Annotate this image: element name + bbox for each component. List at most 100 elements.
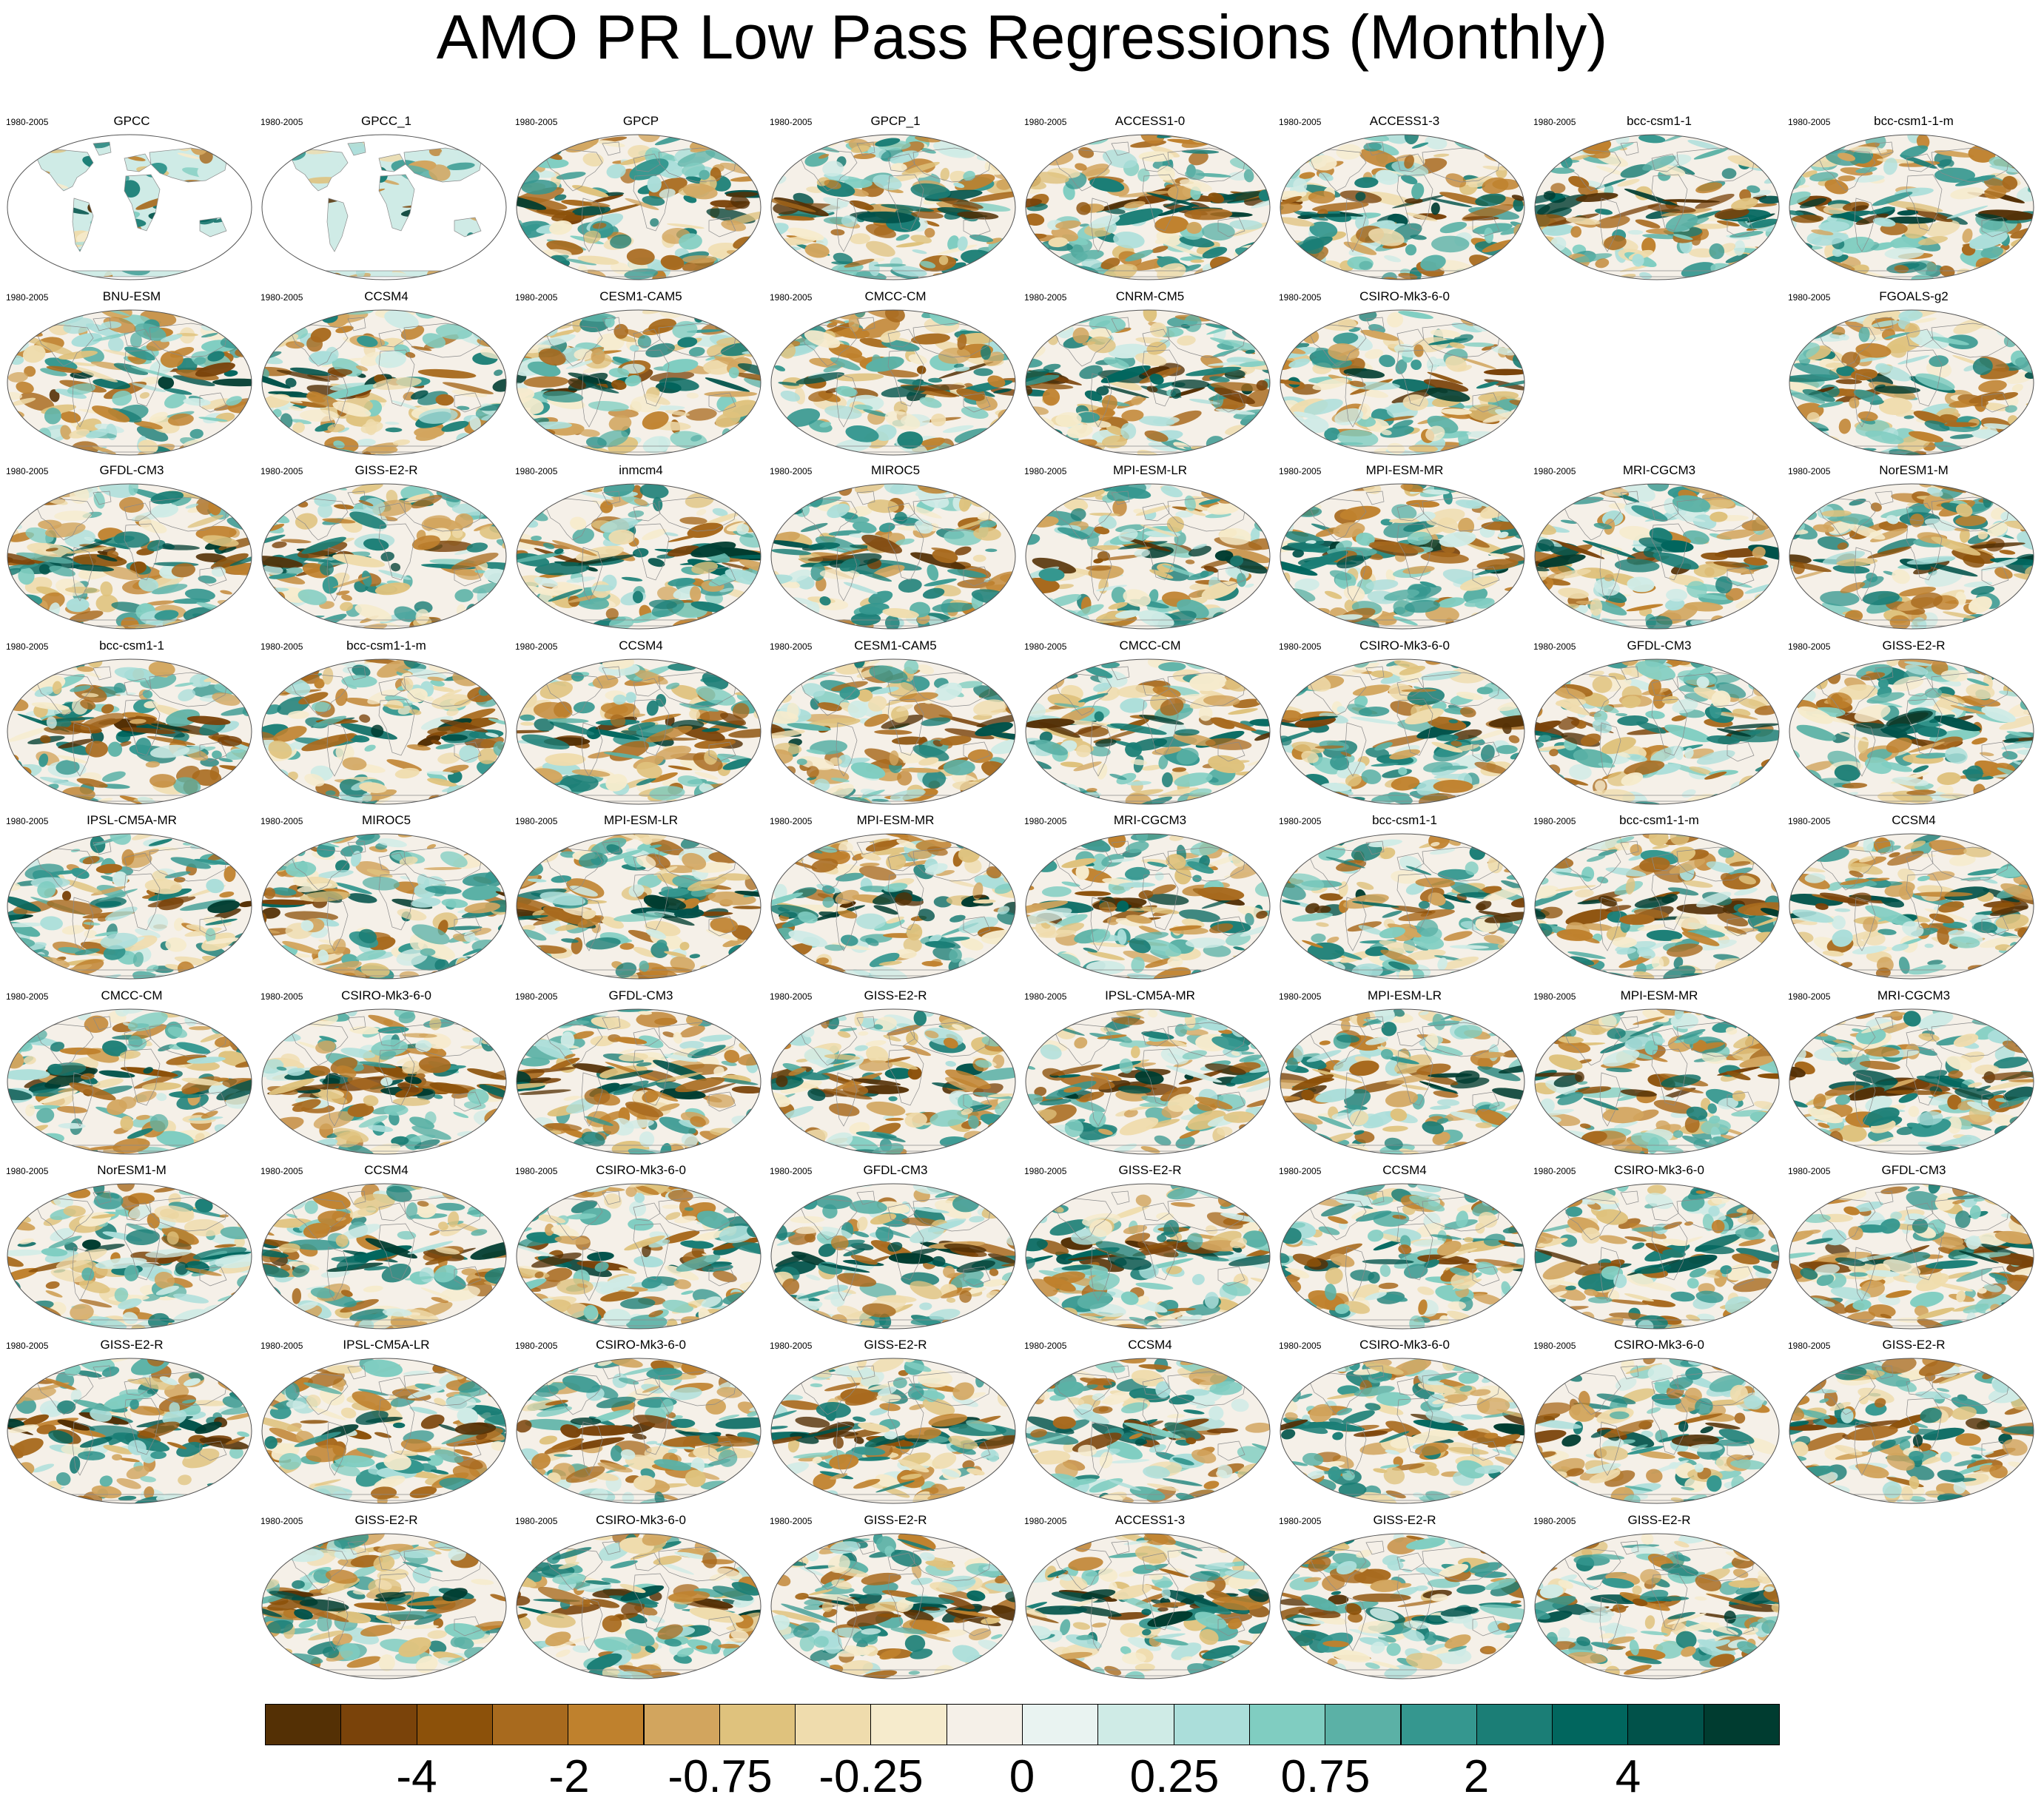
field-patch bbox=[775, 616, 801, 625]
map-plot bbox=[1789, 483, 2034, 630]
field-patch bbox=[725, 192, 759, 198]
field-patch bbox=[745, 161, 761, 168]
field-patch bbox=[1158, 661, 1186, 672]
field-patch bbox=[807, 554, 855, 562]
field-patch bbox=[1812, 438, 1826, 454]
field-patch bbox=[981, 345, 991, 360]
chart-title: AMO PR Low Pass Regressions (Monthly) bbox=[436, 2, 1608, 72]
coastline bbox=[633, 153, 661, 172]
field-patch bbox=[276, 369, 331, 382]
field-patch bbox=[1899, 587, 1936, 596]
field-patch bbox=[1355, 192, 1366, 201]
field-patch bbox=[796, 758, 807, 766]
field-patch bbox=[119, 496, 144, 513]
field-patch bbox=[303, 484, 331, 491]
field-patch bbox=[1253, 161, 1269, 172]
globe-outline bbox=[770, 134, 1016, 280]
field-patch bbox=[1171, 379, 1210, 389]
field-patch bbox=[1029, 622, 1045, 629]
field-patch bbox=[931, 413, 947, 427]
field-patch bbox=[277, 604, 295, 621]
field-patch bbox=[1035, 315, 1071, 320]
field-patch bbox=[897, 770, 912, 786]
field-patch bbox=[843, 582, 878, 594]
field-patch bbox=[231, 489, 252, 493]
field-patch bbox=[751, 621, 761, 626]
field-patch bbox=[690, 434, 702, 442]
field-patch bbox=[149, 774, 176, 788]
globe-outline bbox=[770, 309, 1016, 456]
field-patch bbox=[7, 602, 31, 612]
field-patch bbox=[421, 143, 437, 149]
field-patch bbox=[1903, 415, 1914, 419]
field-patch bbox=[446, 708, 459, 716]
field-patch bbox=[1160, 698, 1184, 716]
map-panel: 1980-2005 CSIRO-Mk3-6-0 bbox=[1276, 638, 1527, 807]
field-patch bbox=[1032, 320, 1060, 328]
field-patch bbox=[1423, 379, 1469, 392]
field-patch bbox=[1433, 153, 1450, 158]
field-patch bbox=[1805, 435, 1840, 447]
field-patch bbox=[187, 514, 224, 528]
field-patch bbox=[441, 689, 463, 698]
field-patch bbox=[725, 135, 736, 152]
field-patch bbox=[578, 554, 636, 565]
field-patch bbox=[11, 659, 31, 664]
field-patch bbox=[463, 310, 497, 317]
field-patch bbox=[1465, 620, 1482, 629]
field-patch bbox=[1310, 155, 1337, 171]
field-patch bbox=[67, 659, 79, 662]
field-patch bbox=[730, 785, 761, 802]
field-patch bbox=[736, 523, 750, 535]
field-patch bbox=[934, 682, 963, 701]
field-patch bbox=[1214, 387, 1256, 405]
field-patch bbox=[1539, 260, 1557, 275]
coastline bbox=[1906, 523, 1943, 581]
field-patch bbox=[1337, 429, 1379, 448]
field-patch bbox=[451, 552, 499, 570]
field-patch bbox=[147, 539, 166, 552]
field-patch bbox=[198, 417, 228, 422]
field-patch bbox=[542, 542, 555, 550]
map-panel: 1980-2005 BNU-ESM bbox=[3, 289, 255, 458]
field-patch bbox=[649, 786, 685, 801]
field-patch bbox=[2014, 265, 2034, 277]
field-patch bbox=[93, 378, 131, 390]
field-patch bbox=[145, 761, 160, 768]
field-patch bbox=[1838, 236, 1875, 254]
field-patch bbox=[824, 179, 841, 189]
field-patch bbox=[688, 346, 705, 357]
field-patch bbox=[1237, 261, 1257, 269]
field-patch bbox=[52, 681, 62, 695]
coastline bbox=[544, 324, 603, 367]
field-patch bbox=[1731, 198, 1758, 210]
field-patch bbox=[1468, 484, 1508, 493]
field-patch bbox=[787, 313, 802, 328]
field-patch bbox=[1809, 172, 1838, 182]
field-patch bbox=[480, 675, 506, 687]
field-patch bbox=[446, 484, 485, 496]
field-patch bbox=[1536, 596, 1547, 602]
field-patch bbox=[1143, 310, 1157, 323]
field-patch bbox=[1324, 590, 1342, 599]
field-patch bbox=[517, 310, 548, 326]
field-patch bbox=[845, 425, 879, 442]
map-panel: 1980-2005 GPCP bbox=[512, 114, 764, 283]
field-patch bbox=[332, 401, 372, 417]
field-patch bbox=[306, 393, 339, 408]
field-patch bbox=[744, 246, 761, 254]
field-patch bbox=[1311, 619, 1327, 628]
field-patch bbox=[981, 490, 998, 505]
globe-outline bbox=[1025, 309, 1271, 456]
field-patch bbox=[947, 569, 986, 578]
field-patch bbox=[1200, 484, 1210, 489]
field-patch bbox=[599, 518, 639, 533]
field-patch bbox=[1070, 508, 1086, 521]
field-patch bbox=[817, 702, 842, 712]
field-patch bbox=[101, 321, 122, 328]
field-patch bbox=[1072, 724, 1104, 736]
field-patch bbox=[262, 596, 271, 610]
coastline bbox=[1906, 174, 1943, 232]
field-patch bbox=[806, 749, 826, 755]
field-patch bbox=[84, 536, 95, 542]
